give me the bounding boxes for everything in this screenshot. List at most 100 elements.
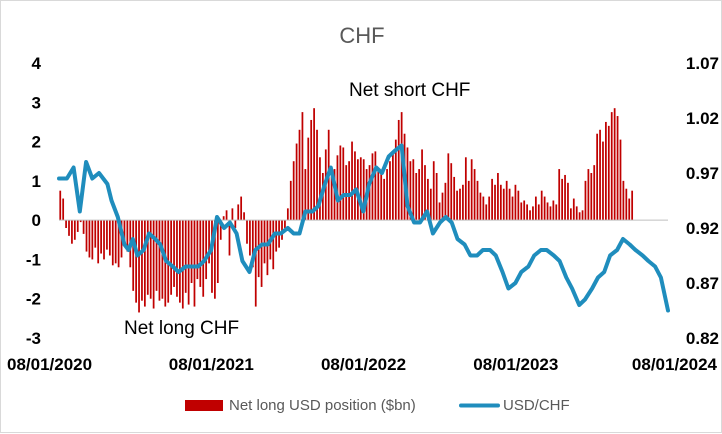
bar bbox=[441, 192, 444, 221]
right-tick-label: 0.87 bbox=[686, 274, 719, 293]
bar bbox=[619, 139, 622, 221]
bar bbox=[310, 119, 313, 221]
bar bbox=[540, 190, 543, 221]
bar bbox=[427, 178, 429, 221]
bar bbox=[88, 220, 91, 258]
bar bbox=[511, 196, 514, 221]
bar bbox=[249, 220, 251, 256]
bar bbox=[616, 116, 619, 221]
bar bbox=[193, 220, 196, 307]
bar bbox=[628, 198, 631, 221]
bar bbox=[432, 161, 435, 221]
x-tick-label: 08/01/2022 bbox=[321, 355, 406, 374]
bar bbox=[473, 169, 476, 221]
bar bbox=[333, 169, 336, 221]
bar bbox=[103, 220, 105, 260]
line-series bbox=[57, 143, 670, 313]
bar bbox=[176, 220, 178, 297]
left-tick-label: -1 bbox=[26, 250, 41, 269]
bar bbox=[219, 220, 222, 240]
bar bbox=[111, 220, 114, 266]
bar bbox=[123, 220, 126, 244]
bar bbox=[106, 220, 108, 250]
bar bbox=[187, 220, 190, 305]
bar bbox=[476, 180, 479, 221]
bar bbox=[141, 220, 143, 301]
bar bbox=[418, 169, 421, 221]
bar bbox=[316, 129, 318, 221]
bar bbox=[549, 206, 552, 221]
bar bbox=[625, 188, 628, 221]
bar bbox=[202, 220, 205, 297]
x-axis: 08/01/2020 08/01/2021 08/01/2022 08/01/2023… bbox=[7, 355, 718, 374]
bar bbox=[610, 112, 613, 221]
left-tick-label: 3 bbox=[32, 93, 41, 112]
left-tick-label: 4 bbox=[32, 54, 42, 73]
right-tick-label: 0.97 bbox=[686, 164, 719, 183]
bar bbox=[263, 220, 266, 264]
bar bbox=[587, 169, 590, 221]
x-tick-label: 08/01/2023 bbox=[473, 355, 558, 374]
bar bbox=[602, 141, 604, 221]
bar bbox=[286, 208, 289, 221]
left-tick-label: 1 bbox=[32, 172, 41, 191]
bar bbox=[383, 178, 386, 221]
bar bbox=[181, 220, 184, 309]
bar bbox=[514, 184, 517, 221]
left-tick-label: 0 bbox=[32, 211, 41, 230]
bar bbox=[199, 220, 202, 287]
bar bbox=[567, 182, 569, 221]
bar bbox=[605, 121, 607, 221]
bar bbox=[575, 206, 578, 221]
left-tick-label: -3 bbox=[26, 329, 41, 348]
bar bbox=[82, 220, 85, 234]
bar bbox=[564, 174, 566, 221]
usd-chf-line bbox=[57, 143, 670, 313]
bar bbox=[421, 149, 423, 221]
bar bbox=[435, 173, 438, 221]
bar bbox=[491, 178, 493, 221]
bar bbox=[523, 200, 526, 221]
bar bbox=[91, 220, 94, 260]
bar bbox=[499, 184, 502, 221]
bar bbox=[94, 220, 97, 248]
bar bbox=[304, 169, 307, 221]
bar bbox=[281, 220, 283, 240]
bar bbox=[158, 220, 161, 301]
bar bbox=[71, 220, 73, 244]
bar bbox=[368, 165, 371, 221]
bar bbox=[179, 220, 181, 303]
bar bbox=[292, 161, 295, 221]
bar bbox=[214, 220, 216, 299]
bar bbox=[386, 169, 388, 221]
x-tick-label: 08/01/2020 bbox=[7, 355, 92, 374]
bar bbox=[79, 220, 82, 223]
bar bbox=[485, 204, 488, 221]
bar bbox=[631, 190, 634, 221]
bar bbox=[453, 176, 456, 221]
bar bbox=[581, 210, 584, 221]
bar bbox=[339, 145, 342, 221]
bar bbox=[246, 220, 248, 244]
bar bbox=[517, 190, 520, 221]
x-tick-label: 08/01/2024 bbox=[632, 355, 718, 374]
bar bbox=[447, 153, 450, 221]
bar bbox=[394, 139, 397, 221]
bar bbox=[345, 165, 348, 221]
bar bbox=[243, 212, 245, 221]
bar bbox=[298, 129, 301, 221]
bar bbox=[184, 220, 187, 293]
bar bbox=[482, 196, 485, 221]
bar bbox=[65, 220, 67, 228]
bar bbox=[132, 220, 135, 291]
legend-label-bars: Net long USD position ($bn) bbox=[229, 397, 416, 414]
bar bbox=[211, 220, 213, 293]
bar bbox=[450, 163, 453, 221]
bar bbox=[208, 220, 210, 264]
bar bbox=[415, 173, 418, 221]
bar bbox=[546, 202, 549, 221]
bar bbox=[284, 220, 286, 228]
bar bbox=[505, 180, 508, 221]
